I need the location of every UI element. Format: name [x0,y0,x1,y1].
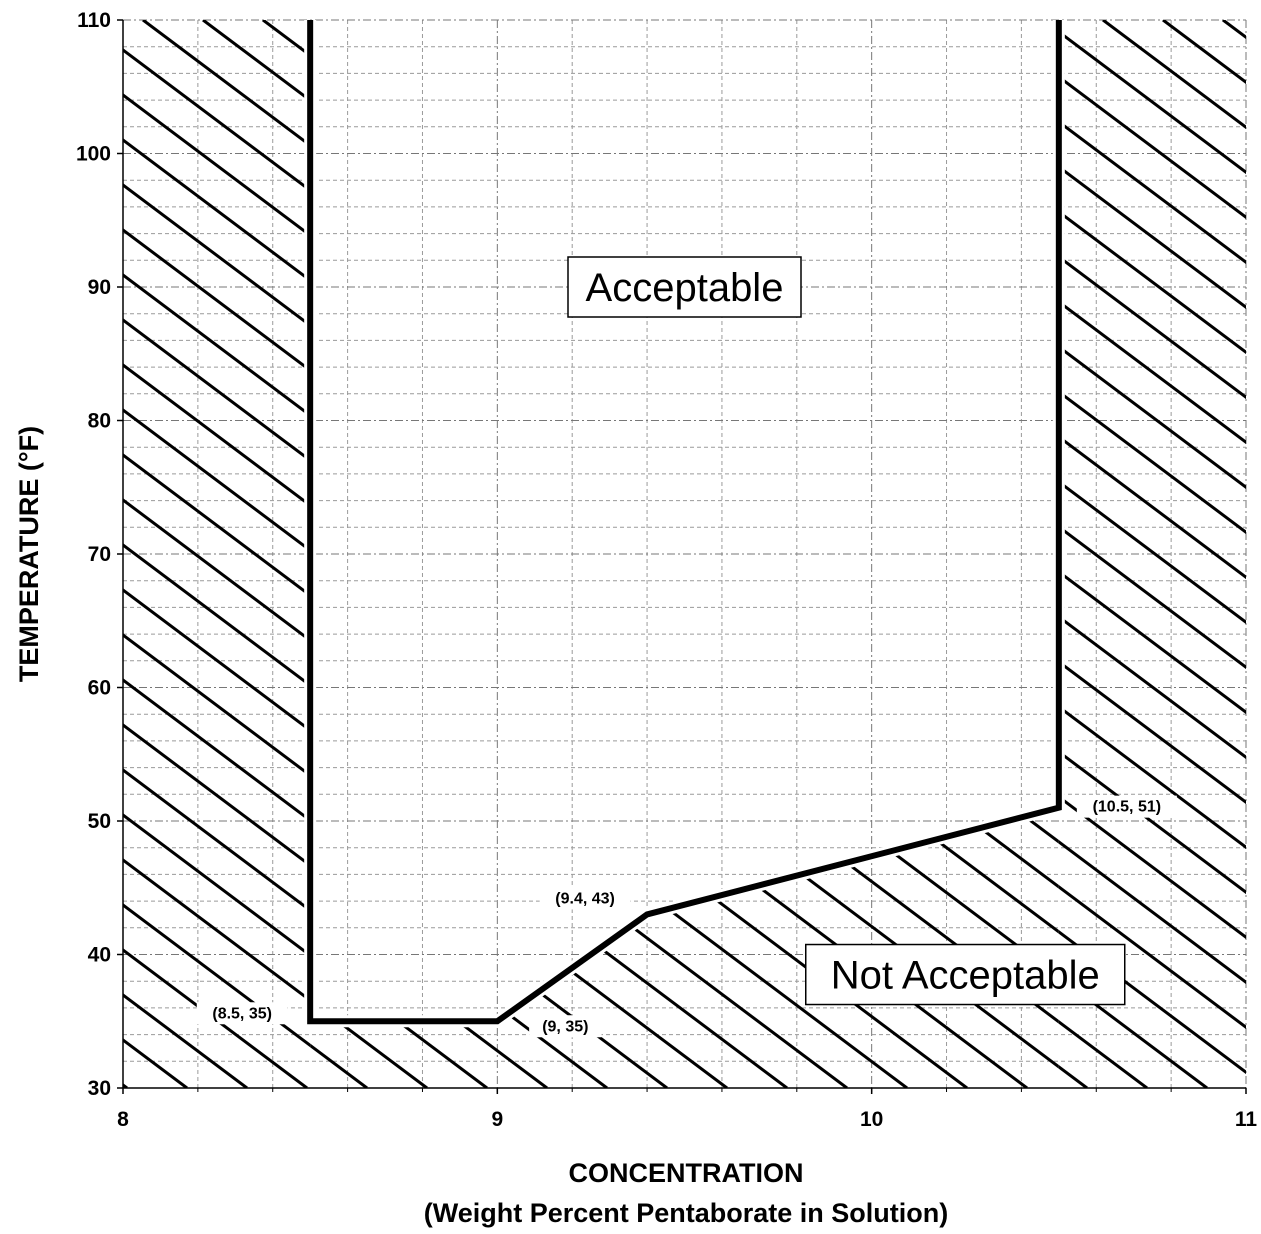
hatch-line [310,807,1059,1088]
hatch-line [310,807,1059,1088]
x-tick-label: 9 [491,1108,503,1131]
hatch-line [123,858,311,1003]
x-tick-label: 11 [1235,1108,1258,1131]
point-annotation: (8.5, 35) [212,1005,272,1022]
point-annotation: (10.5, 51) [1093,799,1161,816]
y-tick-label: 70 [88,543,111,566]
region-label: Not Acceptable [831,954,1100,998]
hatch-line [0,20,7,1088]
hatch-line [123,543,311,688]
hatch-line [1058,795,1247,940]
hatch-line [123,183,311,328]
y-tick-label: 50 [88,810,111,833]
hatch-line [310,807,1059,1088]
hatch-line [1058,885,1247,1030]
hatch-line [123,498,311,643]
x-axis-subtitle: (Weight Percent Pentaborate in Solution) [424,1198,949,1228]
hatch-line [123,93,311,238]
hatch-line [1058,840,1247,985]
annotation-bg [1076,795,1177,818]
hatch-line [310,807,1028,1088]
y-tick-label: 40 [88,944,111,967]
region-label-box [567,256,802,318]
x-tick-label: 10 [860,1108,883,1131]
x-tick-label: 8 [117,1108,129,1131]
region-label-box [805,943,1126,1006]
y-tick-label: 60 [88,677,111,700]
point-annotation: (9, 35) [542,1018,588,1035]
boundary-series [304,20,1065,1028]
y-axis-title: TEMPERATURE (°F) [14,426,44,682]
hatch-line [123,453,311,598]
y-tick-label: 30 [88,1077,111,1100]
hatch-line [310,807,1059,1088]
hatch-line [0,20,7,1088]
point-annotations: (8.5, 35) (9, 35) (9.4, 43) (10.5, 51) [196,795,1177,1038]
y-tick-label: 90 [88,276,111,299]
y-tick-label: 80 [88,410,111,433]
y-tick-label: 100 [76,143,111,166]
hatch-line [1058,120,1247,265]
annotation-bg [196,1002,288,1025]
y-axis-ticks: 30 40 50 60 70 80 90 100 110 [76,9,123,1100]
region-label: Acceptable [586,266,784,310]
annotation-bg [539,887,631,910]
hatch-line [123,903,311,1048]
hatch-line [1058,435,1247,580]
hatch-line [123,813,311,958]
annotation-bg [529,1015,602,1038]
hatch-group [0,20,1247,1088]
y-tick-label: 110 [77,9,111,32]
x-axis-title: CONCENTRATION [569,1158,804,1188]
hatch-line [310,807,968,1088]
hatch-line [123,138,311,283]
point-annotation: (9.4, 43) [555,890,615,907]
hatch-line [1058,75,1247,220]
hatch-line [0,20,7,1088]
hatch-line [1058,525,1247,670]
hatch-line [1058,480,1247,625]
boundary-line [307,20,1062,1025]
hatch-line [1058,165,1247,310]
x-axis-ticks: 8 9 10 11 [117,1088,1257,1131]
region-labels: Acceptable Not Acceptable [567,256,1126,1006]
